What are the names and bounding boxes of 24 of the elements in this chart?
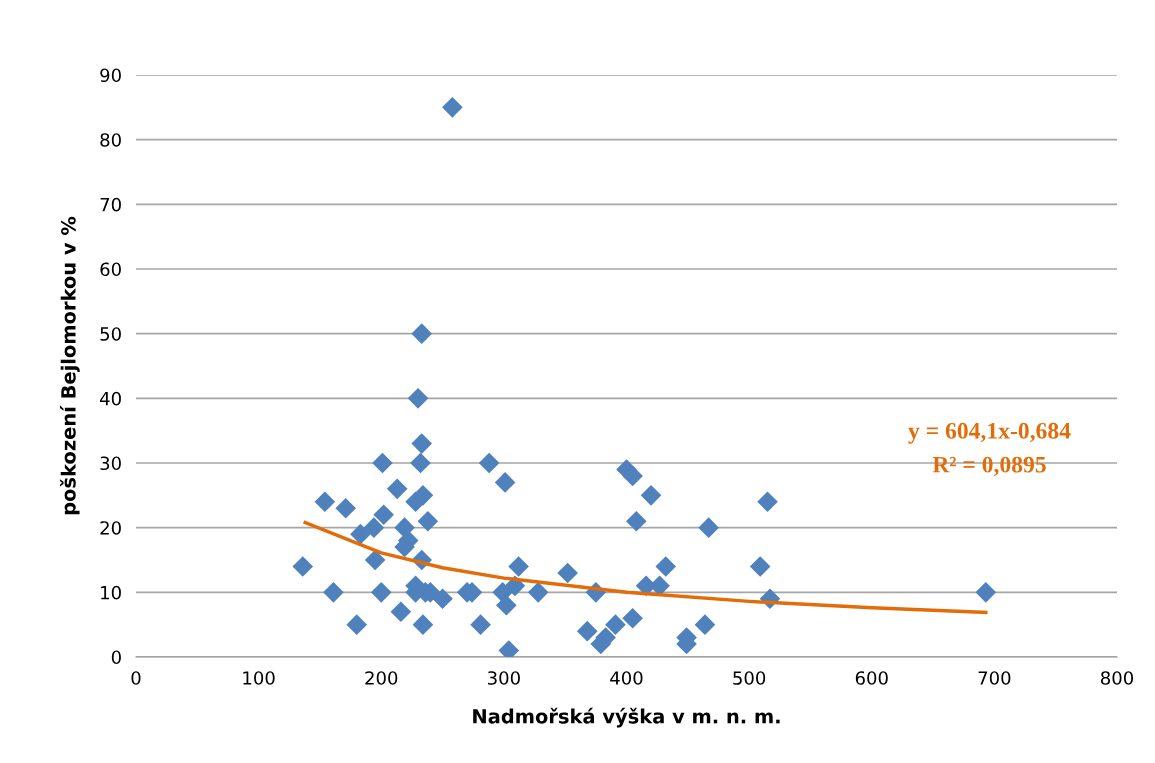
x-axis-title: Nadmořská výška v m. n. m. (473, 707, 780, 728)
y-tick-label: 20 (100, 521, 121, 535)
x-tick-label: 700 (978, 671, 1011, 685)
y-tick-label: 60 (100, 262, 121, 277)
y-tick-label: 50 (100, 327, 121, 341)
y-tick-label: 70 (100, 197, 121, 212)
x-tick-label: 600 (855, 671, 888, 685)
x-tick-label: 100 (243, 671, 275, 685)
y-tick-label: 0 (111, 650, 121, 665)
annotation: R² = 0,0895 (932, 456, 1046, 477)
x-tick-label: 0 (131, 671, 141, 685)
y-tick-label: 10 (101, 585, 121, 600)
y-axis-title: poškození Bejlomorkou v % (59, 216, 80, 515)
line-series (303, 520, 988, 615)
x-tick-label: 800 (1100, 671, 1134, 685)
y-tick-label: 90 (100, 68, 121, 83)
x-tick-label: 500 (733, 671, 766, 685)
x-tick-label: 300 (488, 671, 520, 685)
y-tick-label: 80 (100, 133, 121, 147)
y-tick-label: 40 (100, 391, 121, 406)
annotation: y = 604,1x-0,684 (908, 422, 1071, 444)
y-tick-label: 30 (100, 456, 121, 471)
x-tick-label: 400 (610, 671, 643, 685)
x-tick-label: 200 (365, 671, 398, 685)
